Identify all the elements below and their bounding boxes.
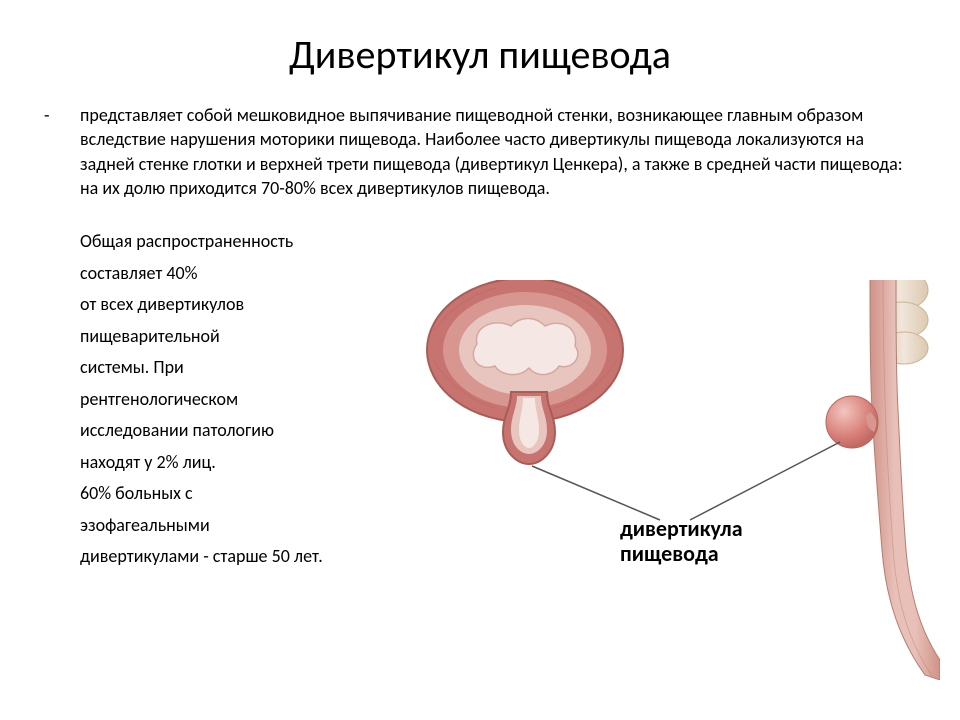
stat-line: 60% больных с [80, 478, 350, 510]
diagram-label-line1: дивертикула [620, 516, 743, 541]
anatomy-illustration: дивертикула пищевода [380, 280, 940, 680]
leader-line-icon [532, 466, 660, 520]
stat-line: пищеварительной [80, 321, 350, 353]
leader-line-icon [690, 442, 840, 520]
slide-title: Дивертикул пищевода [50, 30, 910, 79]
diagram-label-line2: пищевода [620, 541, 743, 566]
cross-section-icon [427, 280, 623, 464]
stat-line: исследовании патологию [80, 415, 350, 447]
stat-line: находят у 2% лиц. [80, 447, 350, 479]
stat-line: эзофагеальными [80, 510, 350, 542]
stat-line: от всех дивертикулов [80, 289, 350, 321]
stat-line: рентгенологическом [80, 384, 350, 416]
lower-text-block: Общая распространенность составляет 40% … [50, 226, 350, 573]
diagram-label: дивертикула пищевода [620, 516, 743, 567]
stat-line: Общая распространенность [80, 226, 350, 258]
stat-line: системы. При [80, 352, 350, 384]
stat-line: дивертикулами - старше 50 лет. [80, 541, 350, 573]
stat-line: составляет 40% [80, 258, 350, 290]
bullet-dash: - [62, 103, 80, 127]
main-paragraph-text: представляет собой мешковидное выпячиван… [80, 104, 903, 199]
main-paragraph: -представляет собой мешковидное выпячива… [50, 103, 910, 200]
